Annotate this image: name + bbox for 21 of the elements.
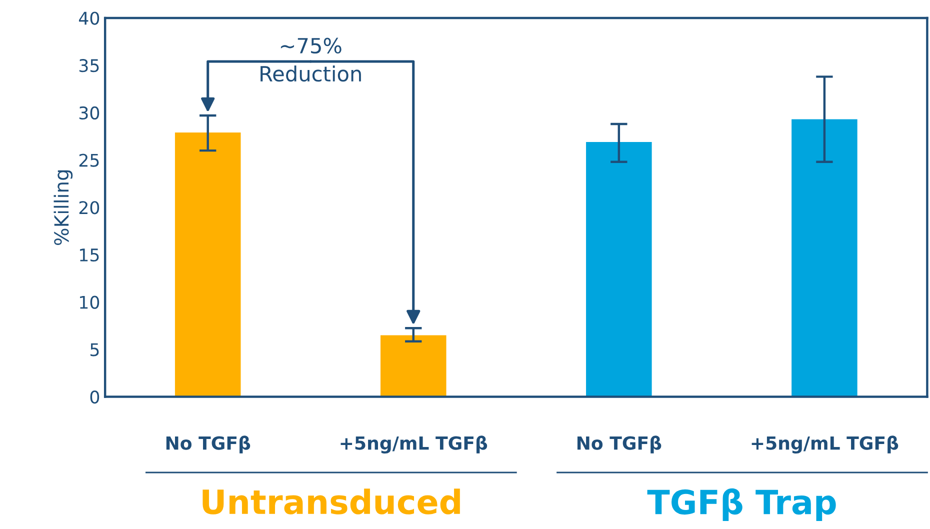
x-tick-label: +5ng/mL TGFβ <box>752 436 898 454</box>
text: Untransduced <box>202 488 460 514</box>
x-tick-label: No TGFβ <box>577 436 662 454</box>
y-tick-label: 5 <box>90 343 99 356</box>
x-tick-label: No TGFβ <box>166 436 250 454</box>
annotation: ~75% Reduction <box>260 38 361 82</box>
y-tick-label: 15 <box>80 248 99 262</box>
y-tick-label: 40 <box>78 12 100 25</box>
y-axis-title: %Killing <box>54 170 73 246</box>
y-tick-label: 30 <box>79 106 100 120</box>
bar <box>792 119 858 397</box>
bar <box>174 132 241 397</box>
x-tick-label: +5ng/mL TGFβ <box>340 436 488 454</box>
y-tick-label: 25 <box>79 154 99 167</box>
bar <box>586 142 652 397</box>
text: TGFβ Trap <box>647 488 836 522</box>
y-tick-label: 20 <box>79 201 100 214</box>
y-tick-label: 0 <box>90 390 100 404</box>
bar <box>380 335 446 397</box>
y-tick-label: 35 <box>79 59 99 72</box>
y-tick-label: 10 <box>80 296 100 309</box>
